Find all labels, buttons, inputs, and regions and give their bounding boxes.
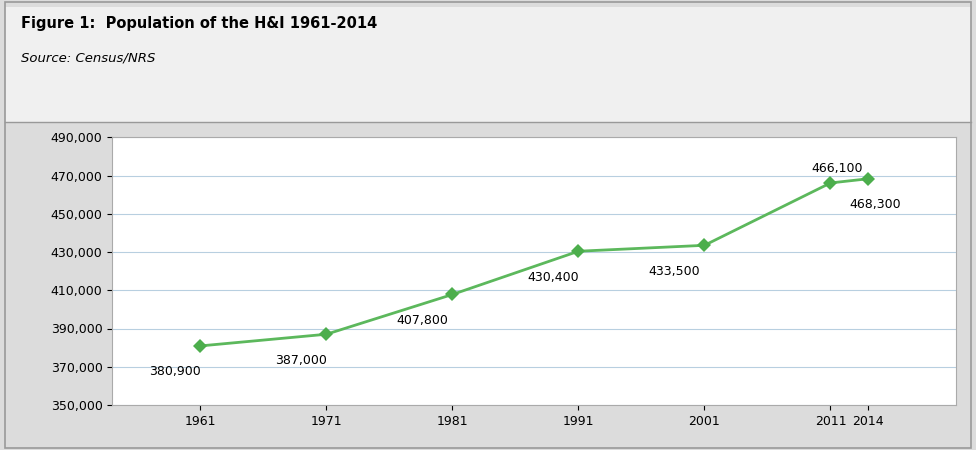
Text: 407,800: 407,800 [396, 314, 448, 327]
Text: 466,100: 466,100 [812, 162, 863, 175]
Text: 380,900: 380,900 [149, 365, 201, 378]
Text: 430,400: 430,400 [528, 271, 580, 284]
Text: 433,500: 433,500 [648, 265, 700, 278]
Text: 468,300: 468,300 [849, 198, 901, 211]
Text: Source: Census/NRS: Source: Census/NRS [21, 52, 156, 65]
Text: 387,000: 387,000 [275, 354, 327, 367]
Text: Figure 1:  Population of the H&I 1961-2014: Figure 1: Population of the H&I 1961-201… [21, 16, 378, 31]
